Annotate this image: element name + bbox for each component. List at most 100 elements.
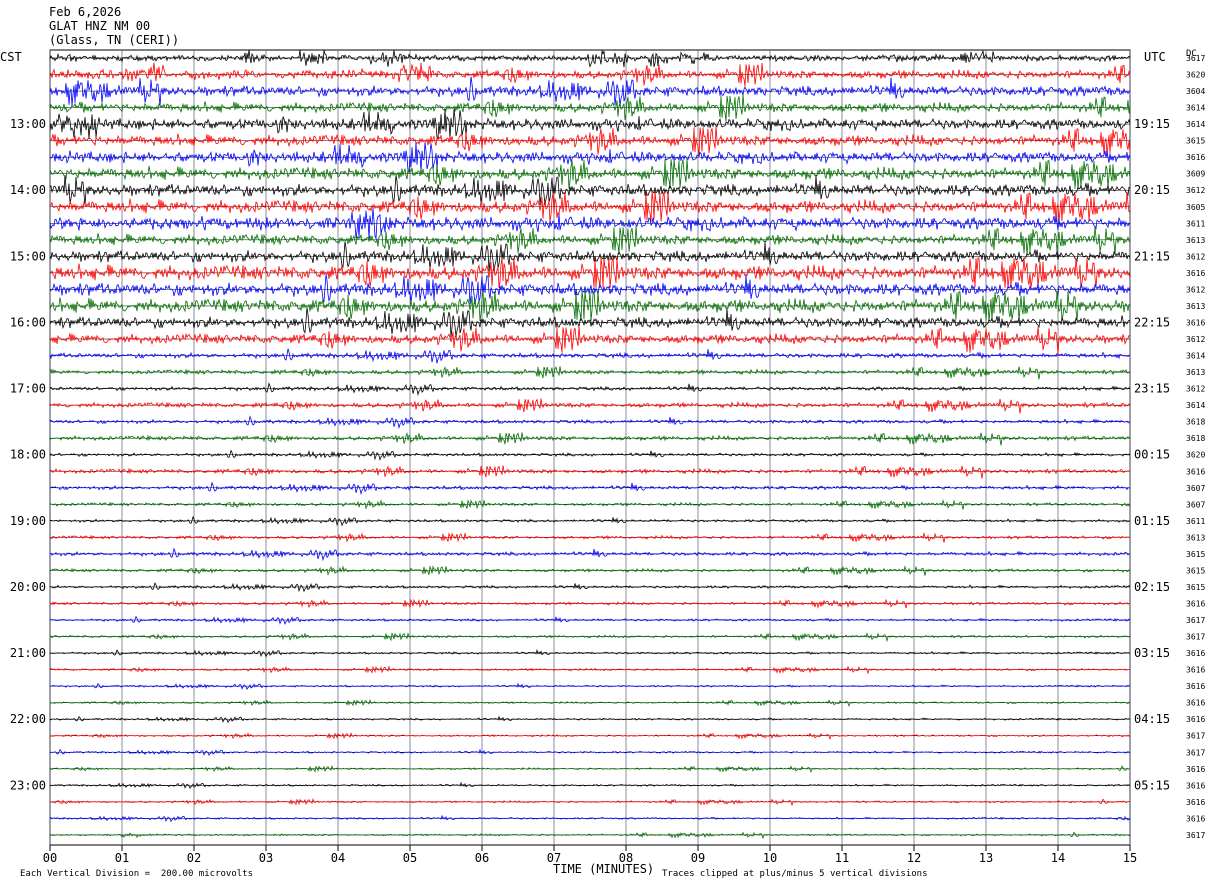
dc-offset-label: 3620 — [1186, 451, 1205, 460]
dc-offset-label: 3616 — [1186, 153, 1205, 162]
seismic-trace — [49, 432, 1131, 446]
seismic-trace — [49, 307, 1131, 338]
seismic-trace — [49, 715, 1131, 723]
axis-labels: 00 01 02 03 04 05 06 07 08 09 10 11 12 13 14 15 3617 3620… — [10, 54, 1206, 865]
dc-offset-label: 3612 — [1186, 285, 1205, 294]
dc-offset-label: 3618 — [1186, 418, 1205, 427]
right-hour-label: 21:15 — [1134, 249, 1170, 263]
seismic-trace — [49, 125, 1131, 156]
x-tick-label: 05 — [403, 851, 417, 865]
seismic-trace — [49, 382, 1131, 396]
dc-offset-label: 3617 — [1186, 831, 1205, 840]
right-timezone-label: UTC — [1144, 50, 1166, 64]
seismic-trace — [49, 225, 1131, 255]
left-hour-label: 15:00 — [10, 249, 46, 263]
right-hour-label: 00:15 — [1134, 448, 1170, 462]
x-tick-label: 12 — [907, 851, 921, 865]
x-tick-label: 09 — [691, 851, 705, 865]
seismic-trace — [49, 831, 1131, 840]
right-hour-label: 23:15 — [1134, 382, 1170, 396]
seismic-trace — [49, 465, 1131, 479]
left-hour-label: 14:00 — [10, 183, 46, 197]
dc-offset-label: 3612 — [1186, 385, 1205, 394]
dc-offset-label: 3616 — [1186, 666, 1205, 675]
seismic-trace — [49, 531, 1130, 543]
right-hour-label: 04:15 — [1134, 712, 1170, 726]
seismic-trace — [49, 191, 1131, 222]
seismic-trace — [49, 698, 1131, 707]
seismic-trace — [49, 62, 1131, 87]
x-tick-label: 13 — [979, 851, 993, 865]
dc-offset-label: 3617 — [1186, 732, 1205, 741]
dc-offset-label: 3611 — [1186, 517, 1205, 526]
dc-offset-label: 3615 — [1186, 137, 1205, 146]
header-location: (Glass, TN (CERI)) — [49, 33, 180, 47]
clip-note: Traces clipped at plus/minus 5 vertical … — [662, 869, 928, 879]
dc-offset-label: 3604 — [1186, 87, 1205, 96]
x-tick-label: 03 — [259, 851, 273, 865]
dc-offset-label: 3614 — [1186, 120, 1205, 129]
dc-offset-label: 3616 — [1186, 798, 1205, 807]
dc-offset-label: 3613 — [1186, 368, 1205, 377]
scale-note: Each Vertical Division = 200.00 microvol… — [20, 869, 253, 879]
dc-offset-label: 3616 — [1186, 269, 1205, 278]
plot-grid — [49, 49, 1131, 851]
left-hour-label: 20:00 — [10, 580, 46, 594]
dc-offset-label: 3607 — [1186, 484, 1205, 493]
seismic-trace — [49, 348, 1131, 364]
seismic-trace — [49, 498, 1131, 510]
seismic-trace — [49, 257, 1131, 288]
right-hour-label: 02:15 — [1134, 580, 1170, 594]
seismic-trace — [49, 415, 1131, 430]
seismic-trace — [49, 49, 1131, 68]
header-station: GLAT HNZ NM 00 — [49, 19, 151, 33]
dc-offset-label: 3617 — [1186, 616, 1205, 625]
seismic-trace — [49, 814, 1131, 823]
plot-frame — [49, 49, 1131, 846]
x-tick-label: 10 — [763, 851, 777, 865]
dc-offset-label: 3613 — [1186, 236, 1205, 245]
seismic-trace — [49, 365, 1131, 380]
seismic-trace — [49, 648, 1131, 658]
seismic-trace — [49, 175, 1131, 206]
x-tick-label: 15 — [1123, 851, 1137, 865]
right-hour-label: 22:15 — [1134, 315, 1170, 329]
dc-offset-label: 3615 — [1186, 550, 1205, 559]
right-hour-label: 01:15 — [1134, 514, 1170, 528]
left-timezone-label: CST — [0, 50, 22, 64]
dc-offset-label: 3616 — [1186, 649, 1205, 658]
seismic-traces — [49, 49, 1131, 840]
x-tick-label: 14 — [1051, 851, 1065, 865]
seismic-trace — [49, 765, 1131, 774]
dc-offset-label: 3617 — [1186, 748, 1205, 757]
dc-offset-label: 3616 — [1186, 814, 1205, 823]
dc-offset-label: 3616 — [1186, 599, 1205, 608]
seismic-trace — [49, 158, 1131, 189]
right-hour-label: 05:15 — [1134, 778, 1170, 792]
seismic-trace — [49, 565, 1130, 576]
x-tick-label: 07 — [547, 851, 561, 865]
seismic-trace — [49, 682, 1130, 690]
seismic-trace — [49, 76, 1131, 107]
x-tick-label: 08 — [619, 851, 633, 865]
dc-offset-label: 3615 — [1186, 566, 1205, 575]
seismic-trace — [49, 290, 1131, 322]
seismic-trace — [49, 449, 1131, 461]
dc-offset-label: 3612 — [1186, 335, 1205, 344]
seismic-trace — [49, 515, 1131, 527]
dc-offset-label: 3616 — [1186, 682, 1205, 691]
dc-offset-label: 3616 — [1186, 715, 1205, 724]
dc-offset-label: 3612 — [1186, 252, 1205, 261]
seismic-trace — [50, 481, 1131, 496]
seismic-trace — [49, 798, 1131, 807]
dc-offset-label: 3613 — [1186, 302, 1205, 311]
seismic-trace — [49, 325, 1131, 355]
x-tick-label: 06 — [475, 851, 489, 865]
seismic-trace — [49, 398, 1131, 414]
x-tick-label: 11 — [835, 851, 849, 865]
seismic-trace — [49, 582, 1131, 593]
dc-offset-label: 3614 — [1186, 401, 1205, 410]
x-tick-label: 02 — [187, 851, 201, 865]
seismic-trace — [49, 94, 1131, 122]
